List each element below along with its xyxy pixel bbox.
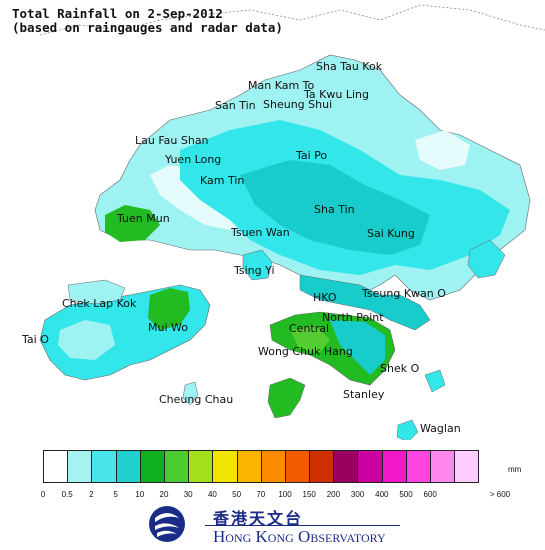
lamma-island: [267, 377, 306, 419]
legend-swatch-4: [139, 450, 165, 483]
hko-emblem-icon: [149, 506, 185, 542]
legend-tick: 0: [40, 490, 46, 499]
label-kam-tin: Kam Tin: [200, 174, 245, 187]
label-tsuen-wan: Tsuen Wan: [231, 226, 290, 239]
legend-tick: 200: [326, 490, 341, 499]
legend-swatch-6: [188, 450, 214, 483]
rainfall-legend: [43, 450, 480, 483]
label-shek-o: Shek O: [380, 362, 420, 375]
label-sai-kung: Sai Kung: [367, 227, 415, 240]
legend-tick: 600: [423, 490, 437, 499]
lantau-green-patch: [148, 288, 190, 330]
legend-tick: 0.5: [61, 490, 73, 499]
label-waglan: Waglan: [420, 422, 461, 435]
legend-tick: > 600: [489, 490, 511, 499]
legend-tick: 500: [399, 490, 413, 499]
hko-logo: [145, 500, 405, 548]
legend-swatch-12: [333, 450, 359, 483]
legend-swatch-3: [115, 450, 141, 483]
label-mui-wo: Mui Wo: [148, 321, 188, 334]
label-central: Central: [289, 322, 330, 335]
legend-swatch-17: [454, 450, 480, 483]
shenzhen-boundary: [39, 4, 545, 36]
tuen-mun-green: [105, 205, 160, 242]
legend-tick: 20: [159, 490, 169, 499]
legend-tick: 2: [89, 490, 94, 499]
legend-swatch-10: [284, 450, 311, 483]
label-tai-o: Tai O: [22, 333, 49, 346]
legend-tick: 40: [207, 490, 217, 499]
tsing-yi-island: [242, 249, 273, 281]
legend-swatch-11: [309, 450, 335, 483]
hko-chinese-name: 香港天文台: [213, 509, 304, 528]
label-wong-chuk-hang: Wong Chuk Hang: [258, 345, 353, 358]
legend-tick: 150: [302, 490, 316, 499]
legend-swatch-9: [260, 450, 286, 483]
legend-swatch-5: [163, 450, 190, 483]
hk-island-bright-green: [290, 325, 330, 352]
sha-tin-core: [240, 160, 430, 255]
label-sha-tau-kok: Sha Tau Kok: [316, 60, 383, 73]
label-stanley: Stanley: [343, 388, 385, 401]
legend-tick: 5: [113, 490, 118, 499]
legend-swatch-14: [381, 450, 407, 483]
legend-swatch-15: [405, 450, 431, 483]
label-man-kam-to: Man Kam To: [248, 79, 315, 92]
label-hko: HKO: [313, 291, 337, 304]
legend-tick: 50: [232, 490, 242, 499]
label-ta-kwu-ling: Ta Kwu Ling: [304, 88, 369, 101]
hko-english-name: Hong Kong Observatory: [213, 527, 386, 546]
lamma-channel-islet: [424, 369, 446, 393]
label-sha-tin: Sha Tin: [314, 203, 355, 216]
waglan-island: [396, 419, 419, 440]
map-graphic: [39, 4, 545, 440]
label-yuen-long: Yuen Long: [165, 153, 222, 166]
legend-tick: 30: [183, 490, 193, 499]
map-title: Total Rainfall on 2-Sep-2012: [12, 6, 223, 21]
legend-swatch-7: [212, 450, 238, 483]
legend-swatch-16: [430, 450, 456, 483]
cheung-chau-island: [182, 381, 199, 406]
label-cheung-chau: Cheung Chau: [159, 393, 234, 406]
label-chek-lap-kok: Chek Lap Kok: [62, 297, 137, 310]
lantau-light-area: [58, 320, 115, 360]
rainfall-map: Total Rainfall on 2-Sep-2012 (based on r…: [12, 4, 545, 440]
legend-unit: mm: [508, 465, 522, 474]
legend-tick: 100: [278, 490, 292, 499]
ne-light-region: [415, 130, 470, 170]
kowloon-landmass: [299, 274, 431, 331]
label-sheung-shui: Sheung Shui: [263, 98, 333, 111]
hk-island-teal: [330, 320, 385, 375]
legend-swatch-1: [67, 450, 93, 483]
chek-lap-kok-airport: [67, 279, 126, 305]
legend-tick: 10: [135, 490, 145, 499]
label-tsing-yi: Tsing Yi: [234, 264, 275, 277]
legend-tick: 70: [256, 490, 266, 499]
label-san-tin: San Tin: [215, 99, 256, 112]
legend-tick: 400: [375, 490, 389, 499]
label-lau-fau-shan: Lau Fau Shan: [135, 134, 209, 147]
logo-divider: [205, 525, 400, 526]
map-subtitle: (based on raingauges and radar data): [12, 20, 283, 35]
label-tseung-kwan-o: Tseung Kwan O: [362, 287, 446, 300]
legend-swatch-13: [357, 450, 383, 483]
legend-tick: 300: [350, 490, 365, 499]
legend-swatch-8: [236, 450, 262, 483]
legend-swatch-2: [91, 450, 117, 483]
label-north-point: North Point: [322, 311, 384, 324]
label-tuen-mun: Tuen Mun: [117, 212, 170, 225]
label-tai-po: Tai Po: [296, 149, 328, 162]
legend-swatch-0: [43, 450, 69, 483]
sai-kung-islands: [467, 239, 506, 279]
